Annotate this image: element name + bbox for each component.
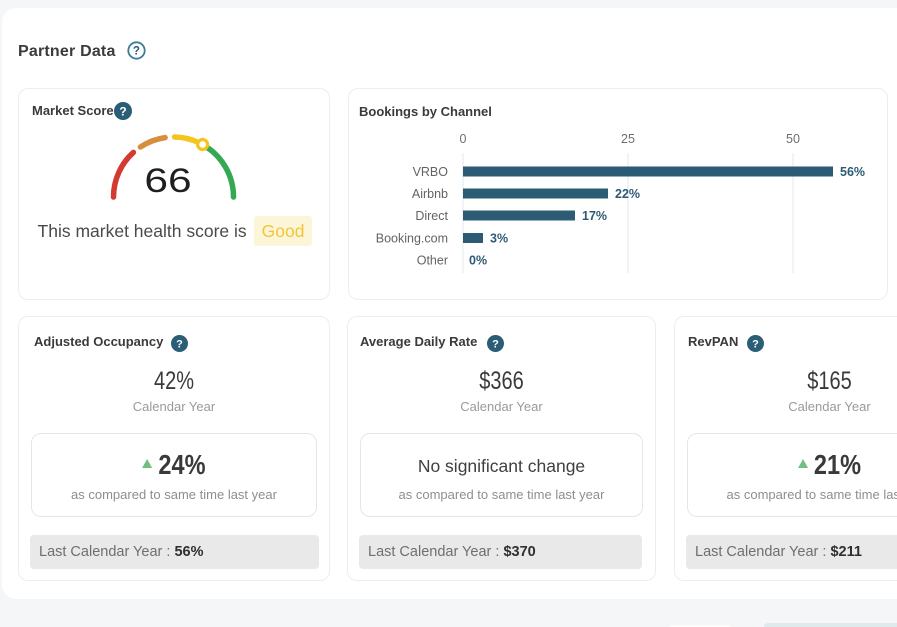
svg-text:3%: 3% [490,232,508,246]
svg-text:50: 50 [786,132,800,146]
svg-text:Airbnb: Airbnb [412,187,448,201]
svg-text:17%: 17% [582,209,607,223]
svg-text:VRBO: VRBO [413,165,449,179]
svg-text:Booking.com: Booking.com [376,232,448,246]
svg-text:0: 0 [460,132,467,146]
svg-text:25: 25 [621,132,635,146]
svg-text:22%: 22% [615,187,640,201]
svg-text:56%: 56% [840,165,865,179]
svg-text:?: ? [132,46,139,58]
svg-text:?: ? [119,104,126,118]
svg-text:?: ? [492,339,499,351]
svg-text:Direct: Direct [415,209,448,223]
svg-text:Other: Other [417,254,448,268]
svg-text:?: ? [176,339,183,351]
svg-text:0%: 0% [469,254,487,268]
svg-text:?: ? [752,339,759,351]
